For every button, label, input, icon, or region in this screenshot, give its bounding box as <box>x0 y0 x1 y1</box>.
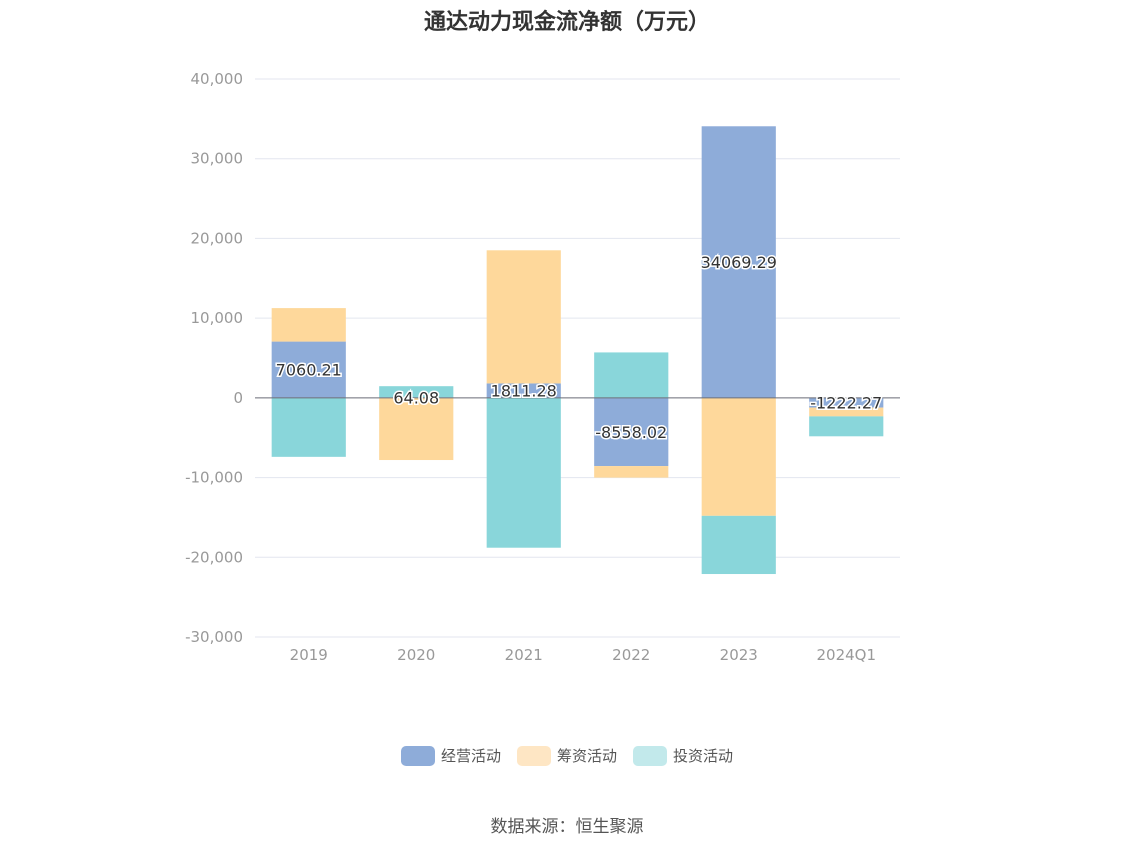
y-tick-label: -30,000 <box>185 628 243 646</box>
bar <box>809 397 884 408</box>
bar <box>486 397 561 548</box>
data-label: 7060.21 <box>276 361 342 380</box>
legend-item-investing[interactable]: 投资活动 <box>633 745 733 766</box>
y-tick-label: -20,000 <box>185 548 243 566</box>
y-tick-label: -10,000 <box>185 469 243 487</box>
legend-label-investing: 投资活动 <box>673 747 734 765</box>
bar <box>379 386 454 398</box>
legend-label-operating: 经营活动 <box>440 747 501 765</box>
bar <box>379 397 454 461</box>
legend-swatch-operating <box>400 745 435 766</box>
x-tick-label: 2019 <box>290 646 328 664</box>
y-tick-label: 0 <box>233 389 243 407</box>
legend: 经营活动 筹资活动 投资活动 <box>0 745 1134 766</box>
x-tick-label: 2022 <box>612 646 650 664</box>
x-tick-label: 2024Q1 <box>816 646 876 664</box>
bar <box>594 352 669 398</box>
bar <box>594 466 669 478</box>
y-tick-label: 40,000 <box>191 70 244 88</box>
data-label: 1811.28 <box>491 382 557 401</box>
x-tick-label: 2021 <box>505 646 543 664</box>
data-label: -1222.27 <box>810 394 882 413</box>
data-label: 34069.29 <box>701 253 777 272</box>
data-label: -8558.02 <box>595 423 667 442</box>
bar <box>271 397 346 457</box>
legend-item-operating[interactable]: 经营活动 <box>400 745 501 766</box>
bar <box>271 308 346 342</box>
y-tick-label: 10,000 <box>191 309 244 327</box>
x-tick-label: 2020 <box>397 646 435 664</box>
bar <box>809 407 884 417</box>
legend-swatch-financing <box>516 745 551 766</box>
y-tick-label: 30,000 <box>191 150 244 168</box>
bar <box>701 397 776 516</box>
bar <box>271 341 346 398</box>
bar <box>486 383 561 398</box>
chart-title: 通达动力现金流净额（万元） <box>423 10 710 35</box>
source-note: 数据来源：恒生聚源 <box>490 817 644 837</box>
legend-swatch-investing <box>633 745 667 766</box>
bar <box>594 397 669 467</box>
bar <box>809 416 884 437</box>
bar <box>701 515 776 575</box>
legend-item-financing[interactable]: 筹资活动 <box>516 745 617 766</box>
y-tick-label: 20,000 <box>191 229 244 247</box>
legend-label-financing: 筹资活动 <box>556 747 617 765</box>
bar <box>701 126 776 398</box>
bar <box>486 250 561 384</box>
x-tick-label: 2023 <box>720 646 758 664</box>
data-label: 64.08 <box>393 389 439 408</box>
